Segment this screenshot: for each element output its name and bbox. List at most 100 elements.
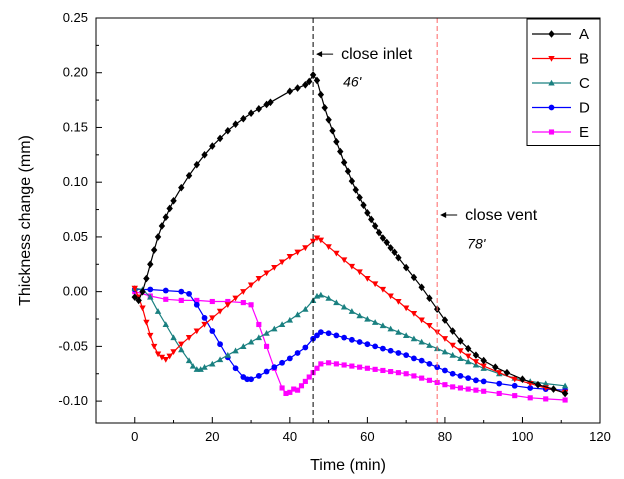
- data-point-D: [356, 339, 363, 345]
- data-point-E: [163, 296, 169, 302]
- data-point-C: [302, 305, 309, 312]
- series-layer: [131, 71, 569, 403]
- data-point-A: [255, 105, 263, 113]
- data-point-A: [166, 204, 173, 213]
- data-point-D: [442, 367, 448, 374]
- data-point-A: [224, 126, 232, 135]
- data-point-C: [441, 348, 449, 355]
- legend-marker-B: [548, 55, 555, 62]
- data-point-C: [178, 346, 185, 353]
- data-point-E: [240, 300, 246, 306]
- data-point-E: [364, 365, 370, 371]
- data-point-D: [527, 385, 534, 391]
- data-point-D: [217, 341, 223, 348]
- data-point-D: [418, 357, 425, 364]
- data-point-C: [232, 347, 239, 354]
- data-point-A: [329, 126, 336, 135]
- data-point-D: [286, 355, 293, 362]
- data-point-D: [147, 286, 154, 293]
- annotation-sublabel-vent: 78': [467, 236, 487, 252]
- data-point-D: [372, 343, 379, 350]
- legend-marker-E: [548, 129, 555, 135]
- data-point-A: [131, 293, 138, 301]
- data-point-C: [333, 299, 340, 306]
- data-point-B: [178, 341, 185, 348]
- data-point-B: [348, 263, 356, 270]
- data-point-B: [313, 235, 321, 242]
- data-point-E: [264, 343, 270, 349]
- data-point-C: [464, 358, 472, 365]
- legend-label-B: B: [579, 51, 589, 68]
- y-axis-ticks: -0.10 -0.05 0.00 0.05 0.10 0.15 0.20 0.25: [58, 10, 102, 408]
- data-point-C: [410, 335, 418, 342]
- data-point-B: [147, 332, 154, 339]
- data-point-B: [224, 302, 232, 308]
- data-point-E: [225, 298, 231, 305]
- data-point-D: [411, 355, 417, 362]
- data-point-C: [348, 308, 356, 314]
- data-point-B: [356, 269, 363, 276]
- data-point-A: [402, 263, 410, 272]
- data-point-C: [542, 380, 549, 387]
- data-point-E: [209, 298, 215, 305]
- data-point-B: [216, 308, 224, 315]
- data-point-E: [326, 360, 332, 366]
- data-point-D: [162, 287, 169, 294]
- y-tick-label: 0.25: [63, 10, 88, 25]
- data-point-B: [162, 356, 169, 363]
- data-point-E: [562, 397, 568, 403]
- data-point-A: [178, 183, 185, 192]
- data-point-D: [511, 382, 518, 389]
- data-point-D: [480, 378, 487, 385]
- data-point-A: [344, 167, 352, 176]
- data-point-B: [426, 323, 433, 329]
- data-point-E: [248, 302, 254, 308]
- data-point-A: [135, 296, 142, 305]
- data-point-E: [442, 382, 448, 388]
- data-point-E: [450, 384, 456, 390]
- data-point-A: [193, 160, 200, 169]
- legend-label-E: E: [579, 124, 589, 141]
- data-point-B: [278, 259, 286, 266]
- y-tick-label: 0.00: [63, 284, 88, 299]
- x-tick-label: 60: [360, 429, 374, 444]
- data-point-D: [449, 370, 456, 377]
- data-point-A: [464, 344, 472, 353]
- data-point-A: [472, 351, 480, 359]
- data-point-A: [503, 368, 511, 377]
- data-point-D: [434, 364, 441, 371]
- data-point-A: [337, 147, 344, 156]
- data-point-A: [383, 238, 390, 247]
- data-point-A: [441, 316, 449, 324]
- data-point-A: [364, 209, 371, 217]
- data-point-A: [139, 287, 146, 296]
- legend-marker-D: [548, 104, 555, 111]
- data-point-B: [340, 257, 348, 264]
- data-point-A: [418, 283, 425, 292]
- x-tick-label: 120: [589, 429, 611, 444]
- data-point-A: [150, 246, 158, 254]
- data-point-D: [302, 344, 309, 351]
- data-point-B: [441, 336, 449, 342]
- data-point-C: [247, 338, 255, 345]
- data-point-B: [143, 319, 150, 326]
- data-point-B: [263, 270, 270, 277]
- data-point-D: [364, 341, 371, 348]
- data-point-A: [185, 171, 193, 180]
- data-point-D: [380, 345, 386, 352]
- data-point-B: [472, 359, 480, 365]
- data-point-E: [291, 386, 297, 392]
- y-tick-label: -0.05: [58, 338, 88, 353]
- data-point-A: [321, 103, 328, 112]
- data-point-B: [511, 376, 518, 383]
- data-point-B: [480, 363, 487, 370]
- y-tick-label: 0.15: [63, 119, 88, 134]
- annotation-sublabel-inlet: 46': [343, 74, 363, 90]
- data-point-A: [379, 234, 387, 242]
- plot-frame: [95, 17, 601, 424]
- legend-marker-A: [548, 30, 555, 38]
- data-point-D: [201, 315, 208, 321]
- data-point-B: [185, 335, 193, 341]
- data-point-D: [395, 350, 402, 356]
